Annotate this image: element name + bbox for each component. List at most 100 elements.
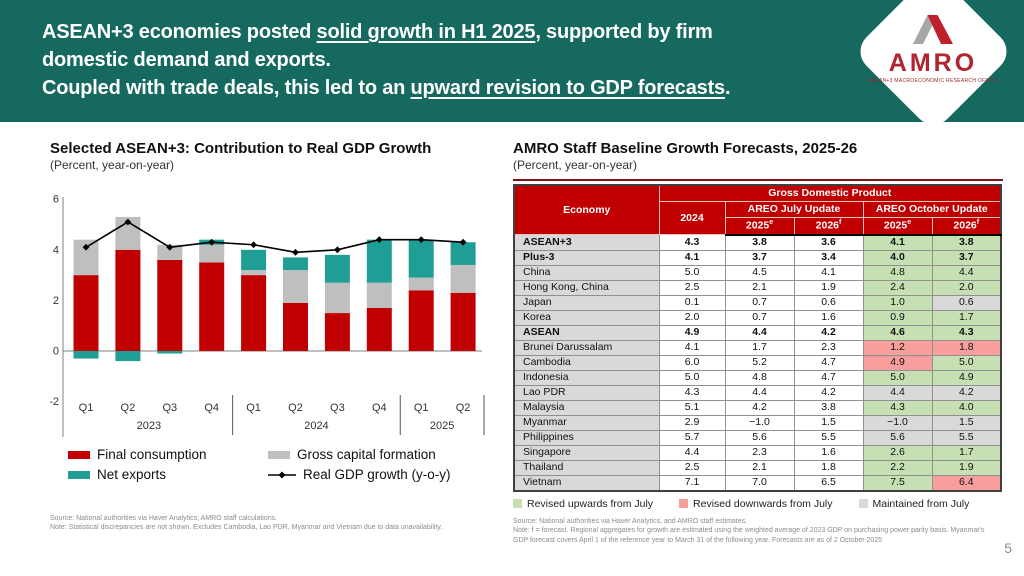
economy-cell: Philippines (513, 429, 660, 446)
forecast-table-body: ASEAN+3 4.3 3.8 3.6 4.1 3.8 Plus-3 4.1 3.7 3.4 4.0… (513, 234, 1002, 492)
headline-text: ASEAN+3 economies posted solid growth in… (42, 18, 731, 102)
bar-segment (199, 244, 225, 263)
value-cell: 4.2 (931, 384, 1002, 401)
table-legend-item: Revised upwards from July (513, 498, 653, 510)
economy-cell: Lao PDR (513, 384, 660, 401)
value-cell: 4.9 (931, 369, 1002, 386)
chart-legend-item: Gross capital formation (268, 447, 518, 462)
value-cell: 2.6 (862, 444, 933, 461)
x-tick-label: Q2 (456, 402, 471, 414)
headline-line-2: domestic demand and exports. (42, 49, 331, 71)
bar-segment (115, 249, 141, 351)
bar-segment (324, 313, 350, 351)
value-cell: 2.4 (862, 279, 933, 296)
value-cell: 1.5 (931, 414, 1002, 431)
value-cell: 1.8 (793, 459, 864, 476)
gdp-contribution-panel: Selected ASEAN+3: Contribution to Real G… (50, 140, 515, 533)
bar-segment (73, 351, 99, 359)
value-cell: 4.4 (862, 384, 933, 401)
bar-segment (408, 239, 434, 278)
legend-swatch (268, 450, 290, 459)
value-cell: 4.2 (793, 324, 864, 341)
legend-swatch (513, 499, 522, 509)
header-july-2026: 2026f (793, 217, 864, 236)
chart-source: Source: National authorities via Haver A… (50, 515, 278, 522)
value-cell: 4.3 (658, 234, 726, 251)
legend-swatch (679, 499, 689, 509)
value-cell: 4.1 (658, 339, 726, 356)
table-row: Lao PDR 4.3 4.4 4.2 4.4 4.2 (513, 384, 1002, 401)
x-tick-label: Q1 (246, 402, 261, 414)
table-row: China 5.0 4.5 4.1 4.8 4.4 (513, 264, 1002, 281)
value-cell: 7.1 (658, 474, 726, 492)
gdp-line-marker (250, 241, 257, 249)
header-july-2025: 2025e (724, 217, 795, 236)
header-gdp: Gross Domestic Product (658, 184, 1002, 203)
gdp-growth-line (85, 221, 464, 254)
economy-cell: Vietnam (513, 474, 660, 492)
value-cell: 4.4 (658, 444, 726, 461)
x-tick-label: Q1 (414, 402, 429, 414)
chart-legend-item: Real GDP growth (y-o-y) (268, 467, 518, 482)
table-footnote: Source: National authorities via Haver A… (513, 517, 991, 545)
value-cell: 0.7 (724, 309, 795, 326)
table-source: Source: National authorities via Haver A… (513, 517, 748, 525)
bar-segment (241, 249, 267, 271)
bar-segment (408, 290, 434, 351)
bar-segment (450, 242, 476, 265)
x-tick-label: Q1 (79, 402, 94, 414)
value-cell: 5.0 (658, 369, 726, 386)
headline-segment: ASEAN+3 economies posted (42, 21, 317, 43)
economy-cell: Korea (513, 309, 660, 326)
bar-segment (241, 270, 267, 276)
gdp-line-marker (334, 246, 341, 254)
table-row: Hong Kong, China 2.5 2.1 1.9 2.4 2.0 (513, 279, 1002, 296)
table-row: Korea 2.0 0.7 1.6 0.9 1.7 (513, 309, 1002, 326)
bar-segment (73, 275, 99, 351)
economy-cell: ASEAN (513, 324, 660, 341)
value-cell: 5.2 (724, 354, 795, 371)
bar-segment (157, 244, 183, 260)
value-cell: 4.9 (862, 354, 933, 371)
value-cell: 4.1 (793, 264, 864, 281)
value-cell: 2.9 (658, 414, 726, 431)
value-cell: 4.4 (724, 324, 795, 341)
value-cell: 4.3 (658, 384, 726, 401)
value-cell: 4.4 (931, 264, 1002, 281)
value-cell: 2.3 (793, 339, 864, 356)
x-tick-label: Q4 (204, 402, 219, 414)
value-cell: 1.6 (793, 309, 864, 326)
value-cell: 5.6 (724, 429, 795, 446)
table-legend: Revised upwards from July Revised downwar… (513, 498, 1003, 510)
page-number: 5 (1004, 540, 1012, 556)
value-cell: 2.2 (862, 459, 933, 476)
table-row: Brunei Darussalam 4.1 1.7 2.3 1.2 1.8 (513, 339, 1002, 356)
value-cell: −1.0 (862, 414, 933, 431)
value-cell: 5.6 (862, 429, 933, 446)
bar-segment (450, 264, 476, 293)
bar-segment (157, 351, 183, 354)
table-title: AMRO Staff Baseline Growth Forecasts, 20… (513, 140, 858, 157)
value-cell: 0.9 (862, 309, 933, 326)
headline-segment: , supported by firm (535, 21, 713, 43)
value-cell: 3.4 (793, 249, 864, 266)
bar-segment (450, 292, 476, 351)
economy-cell: China (513, 264, 660, 281)
table-row: Indonesia 5.0 4.8 4.7 5.0 4.9 (513, 369, 1002, 386)
economy-cell: Thailand (513, 459, 660, 476)
value-cell: 1.6 (793, 444, 864, 461)
header-areo-october: AREO October Update (862, 201, 1002, 219)
chart-note: Note: Statistical discrepancies are not … (50, 524, 443, 532)
amro-logo-tagline: ASEAN+3 MACROECONOMIC RESEARCH OFFICE (867, 78, 999, 84)
headline-underlined-segment: upward revision to GDP forecasts (410, 77, 726, 99)
chart-title: Selected ASEAN+3: Contribution to Real G… (50, 140, 432, 157)
bar-segment (408, 277, 434, 291)
header-oct-2026: 2026f (931, 217, 1002, 236)
value-cell: 3.8 (793, 399, 864, 416)
value-cell: 2.5 (658, 279, 726, 296)
value-cell: 1.8 (931, 339, 1002, 356)
bar-segment (157, 259, 183, 351)
gdp-line-marker (124, 218, 132, 226)
bar-segment (115, 351, 141, 362)
value-cell: 5.1 (658, 399, 726, 416)
